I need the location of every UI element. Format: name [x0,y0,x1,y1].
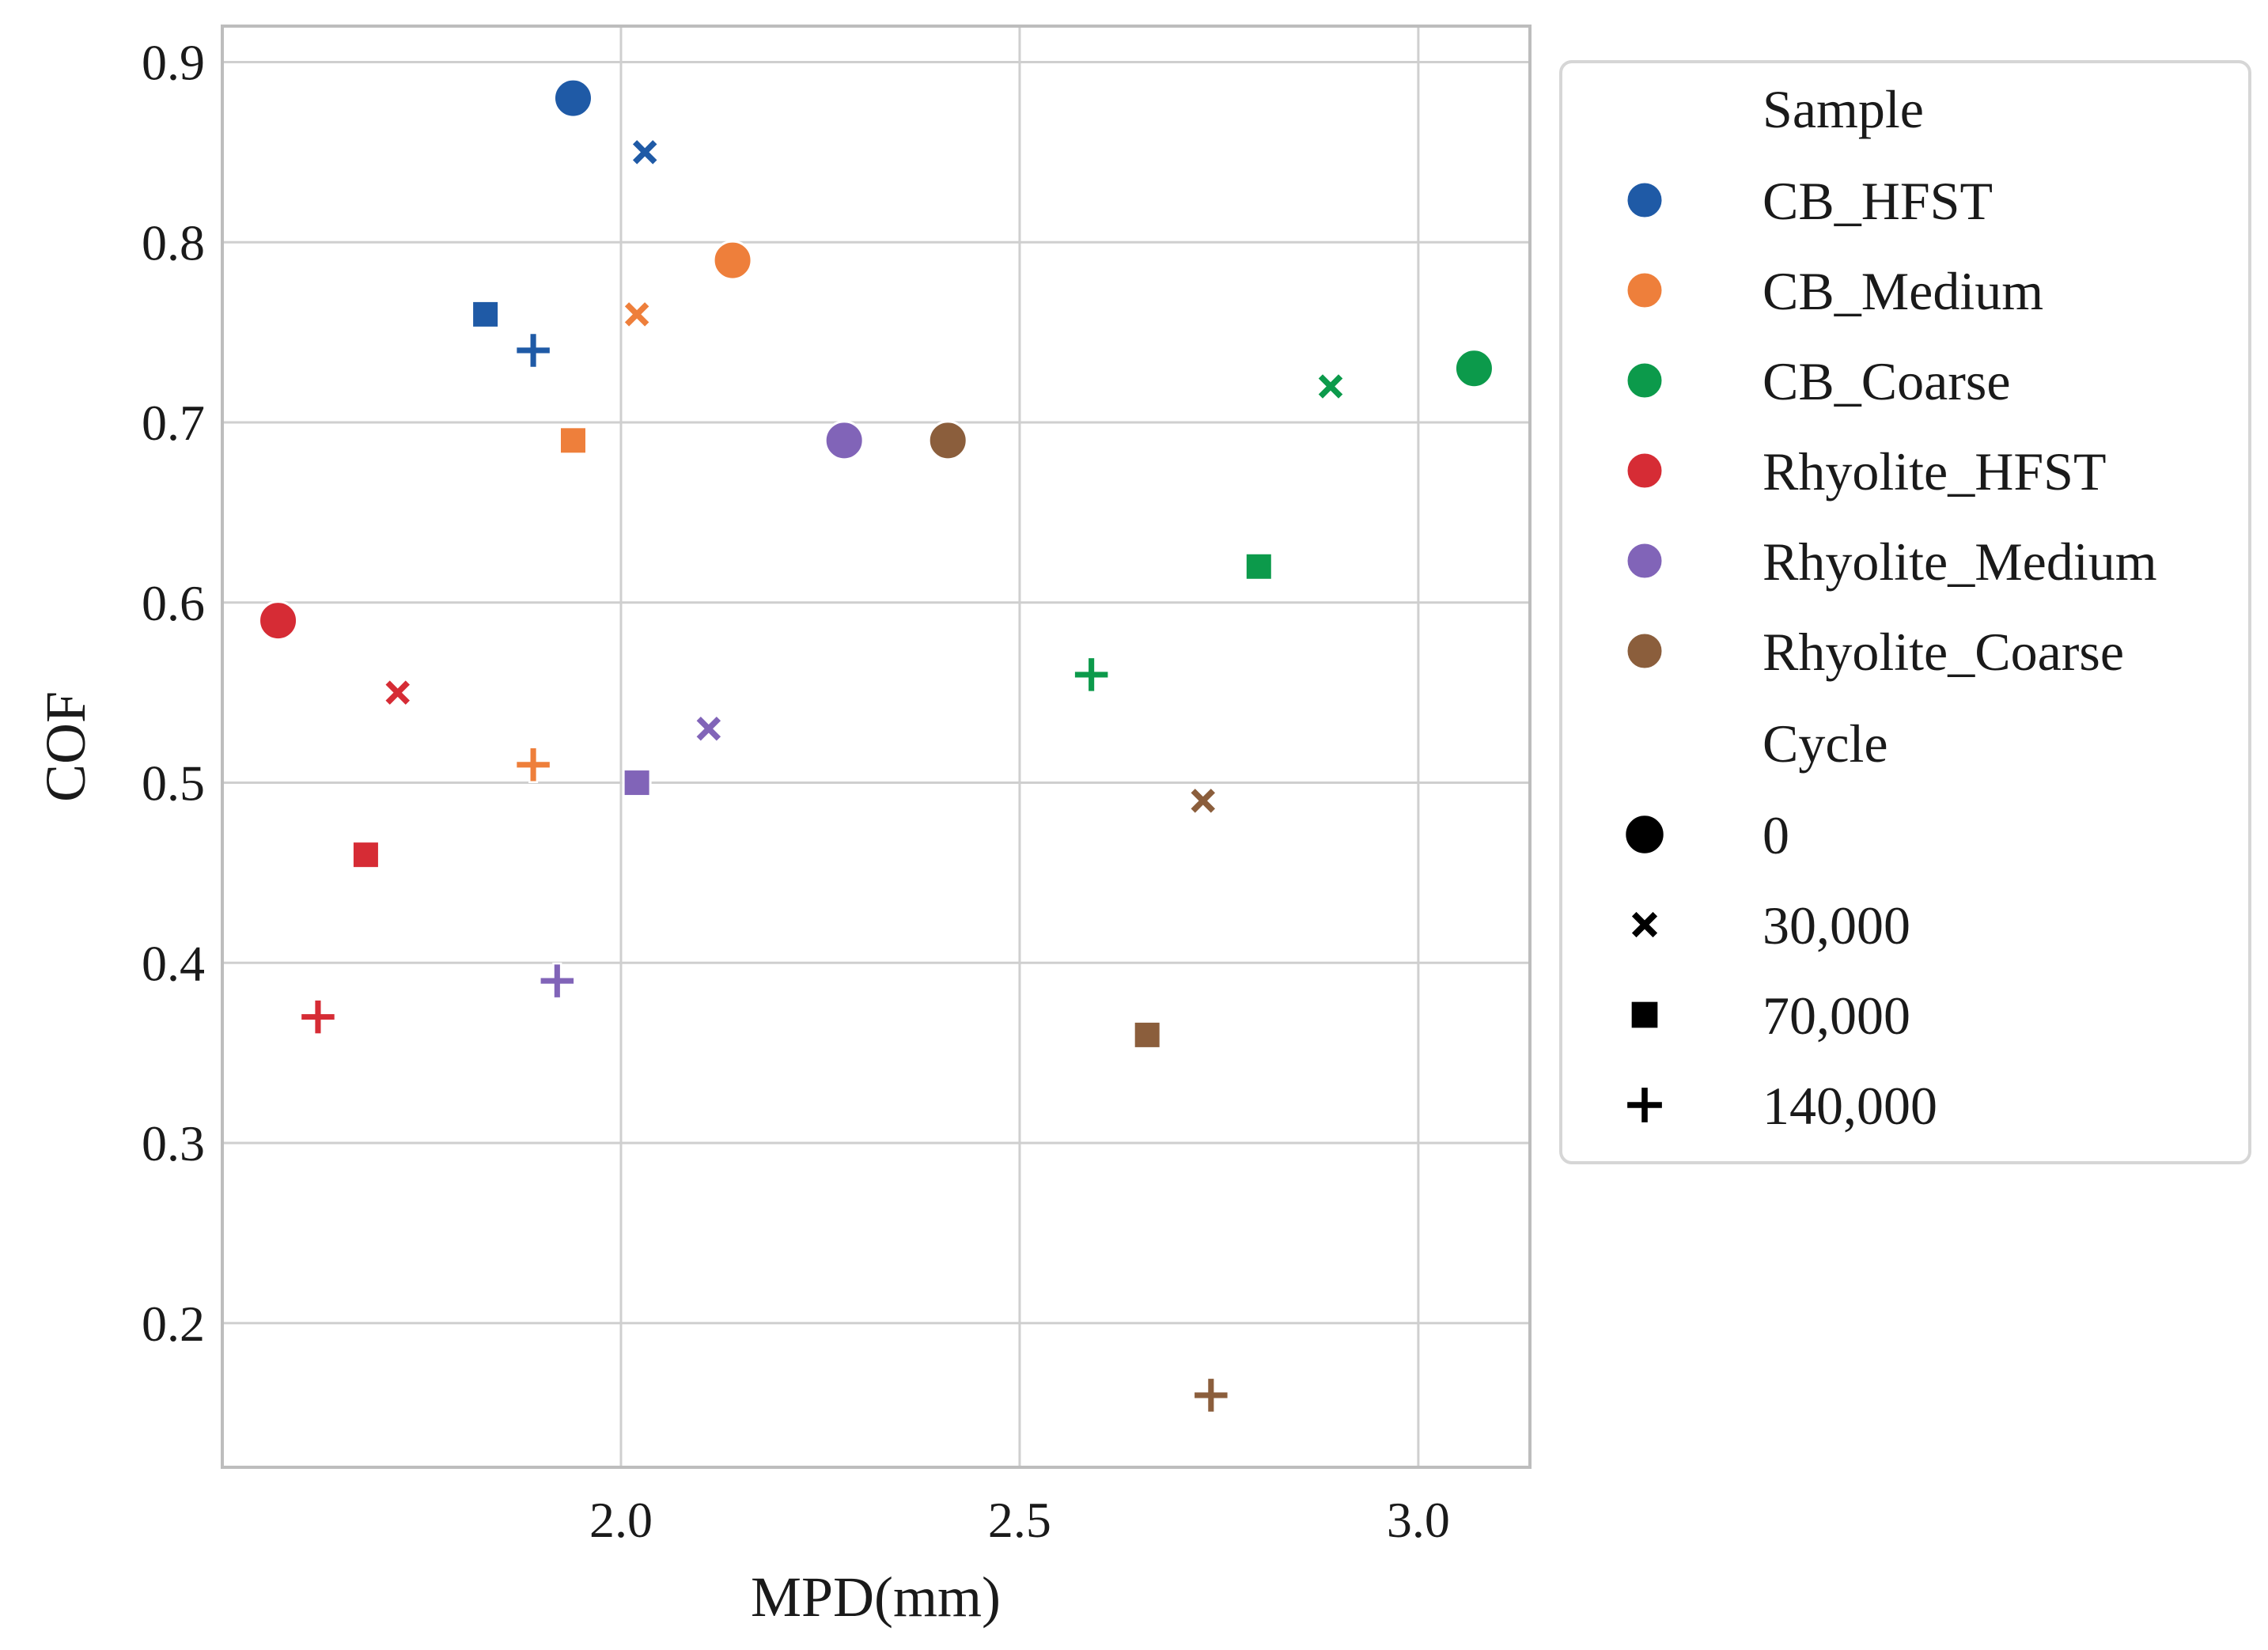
data-point-cb-hfst-cycle-0 [552,78,593,119]
data-point-rhyolite-hfst-cycle-140000 [299,998,337,1035]
plot-area-frame [221,25,1532,1469]
data-point-rhyolite-coarse-cycle-30000 [1187,785,1218,816]
data-point-rhyolite-coarse-cycle-140000 [1192,1376,1230,1414]
legend-label-sample: CB_Coarse [1763,351,2011,411]
y-tick-label: 0.7 [142,395,205,451]
data-point-rhyolite-hfst-cycle-30000 [382,677,413,708]
legend-label-sample: Rhyolite_Medium [1763,532,2157,592]
x-tick-label: 2.5 [988,1492,1051,1548]
legend-swatch-cb-coarse [1625,361,1664,400]
data-point-cb-coarse-cycle-140000 [1073,656,1110,694]
legend-label-sample: Rhyolite_Coarse [1763,622,2124,682]
legend-label-cycle: 0 [1763,805,1789,865]
data-point-cb-medium-cycle-30000 [622,299,652,330]
legend-title-cycle: Cycle [1763,713,1888,774]
data-point-rhyolite-medium-cycle-70000 [622,768,652,798]
legend-marker-cycle-30000 [1629,909,1660,940]
y-axis-ticks: 0.2 0.3 0.4 0.5 0.6 0.7 0.8 0.9 [142,35,205,1352]
data-point-rhyolite-coarse-cycle-0 [927,420,968,461]
x-tick-label: 2.0 [589,1492,653,1548]
data-point-cb-medium-cycle-70000 [558,426,588,456]
data-point-cb-coarse-cycle-0 [1453,348,1494,389]
grid-lines [222,26,1530,1467]
legend-swatch-rhyolite-coarse [1625,631,1664,671]
data-points [258,78,1494,1414]
data-point-cb-medium-cycle-140000 [514,746,552,784]
legend-marker-cycle-0 [1623,813,1666,856]
data-point-rhyolite-coarse-cycle-70000 [1132,1020,1162,1050]
legend-marker-cycle-140000 [1625,1085,1664,1125]
legend-swatch-cb-hfst [1625,180,1664,220]
legend-swatch-rhyolite-medium [1625,541,1664,581]
data-point-cb-coarse-cycle-30000 [1316,371,1346,402]
legend-marker-cycle-70000 [1629,999,1660,1031]
legend-label-cycle: 30,000 [1763,895,1910,956]
legend-swatch-rhyolite-hfst [1625,451,1664,490]
y-axis-label: COF [34,691,97,802]
y-tick-label: 0.3 [142,1115,205,1171]
y-tick-label: 0.5 [142,755,205,812]
x-axis-ticks: 2.0 2.5 3.0 [589,1492,1450,1548]
y-tick-label: 0.4 [142,935,205,991]
data-point-rhyolite-medium-cycle-30000 [694,713,724,744]
data-point-rhyolite-hfst-cycle-70000 [350,840,381,870]
legend-label-sample: CB_Medium [1763,261,2043,321]
data-point-cb-hfst-cycle-30000 [630,137,660,168]
data-point-rhyolite-medium-cycle-0 [824,420,865,461]
legend-label-cycle: 140,000 [1763,1076,1937,1136]
data-point-rhyolite-hfst-cycle-0 [258,600,299,641]
legend-frame [1559,60,2251,1164]
x-axis-label: MPD(mm) [751,1565,1001,1629]
legend-title-sample: Sample [1763,79,1924,139]
data-point-cb-medium-cycle-0 [712,240,753,281]
data-point-cb-hfst-cycle-140000 [514,331,552,369]
legend-swatch-cb-medium [1625,271,1664,310]
y-tick-label: 0.6 [142,575,205,631]
legend-cycle-entries: 0 30,000 70,000 140,000 [1623,805,1937,1136]
y-tick-label: 0.2 [142,1296,205,1352]
data-point-cb-hfst-cycle-70000 [471,299,501,329]
data-point-rhyolite-medium-cycle-140000 [539,962,576,1000]
legend-sample-entries: CB_HFST CB_Medium CB_Coarse Rhyolite_HFST Rh… [1625,171,2157,682]
y-tick-label: 0.9 [142,35,205,91]
legend-label-cycle: 70,000 [1763,986,1910,1046]
legend-label-sample: Rhyolite_HFST [1763,441,2107,501]
y-tick-label: 0.8 [142,214,205,271]
legend: Sample CB_HFST CB_Medium CB_Coarse Rhyolite… [1559,60,2251,1164]
data-point-cb-coarse-cycle-70000 [1244,551,1274,581]
x-tick-label: 3.0 [1387,1492,1450,1548]
legend-label-sample: CB_HFST [1763,171,1993,231]
